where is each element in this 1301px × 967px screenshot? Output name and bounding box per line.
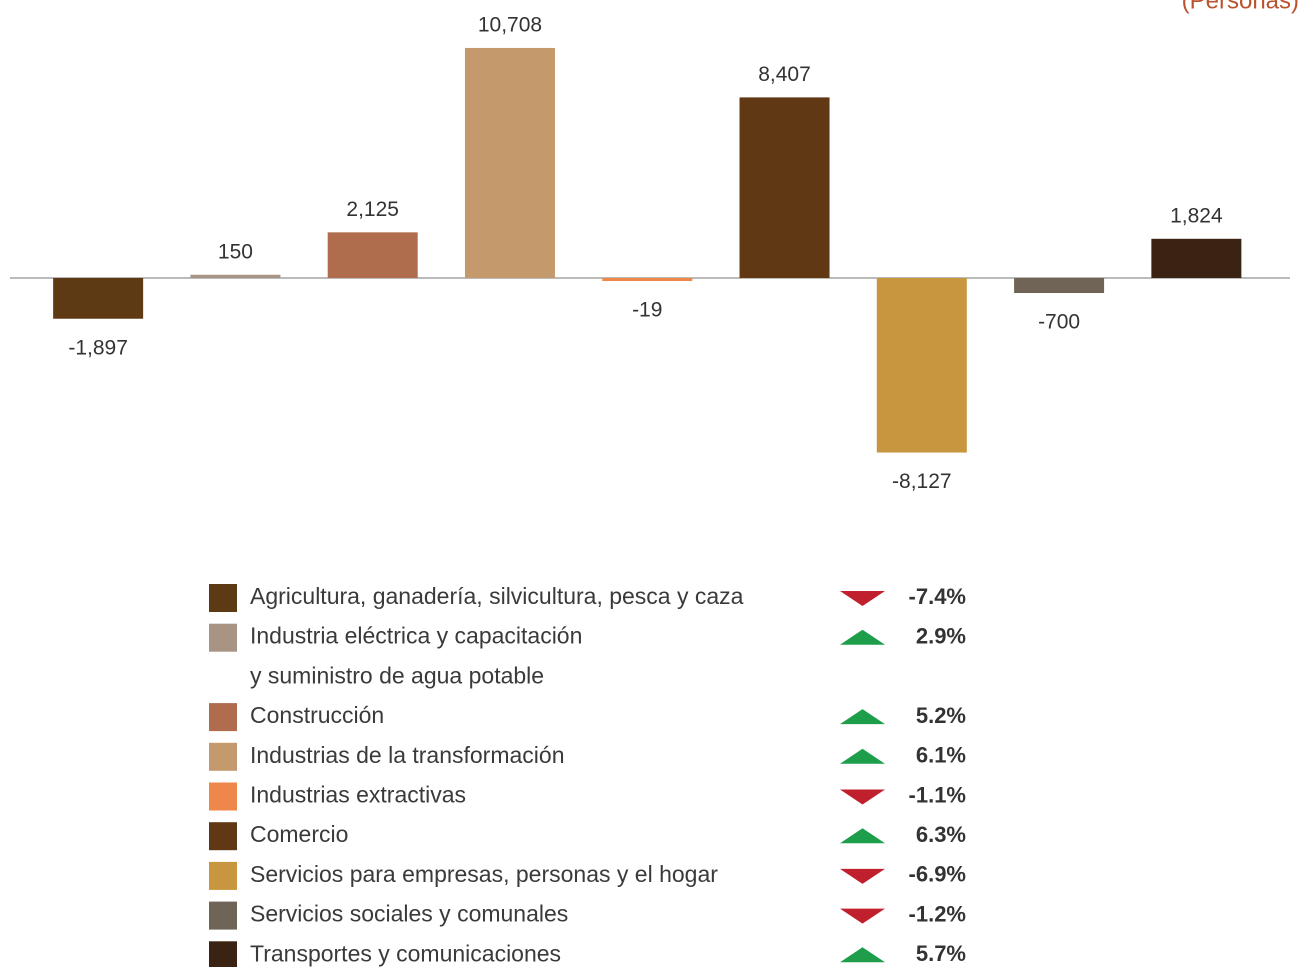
- change-label: -6.9%: [909, 862, 966, 887]
- change-label: 5.2%: [916, 703, 966, 728]
- legend-label: Construcción: [250, 702, 384, 728]
- legend-swatch: [209, 584, 237, 612]
- bar: [1151, 238, 1242, 278]
- legend-swatch: [209, 782, 237, 811]
- value-label: -700: [1038, 311, 1080, 334]
- chart-subtitle: (Personas): [1182, 0, 1299, 14]
- change-label: 2.9%: [916, 624, 966, 649]
- bar: [602, 277, 693, 281]
- bar: [876, 277, 967, 453]
- legend-label: Industrias de la transformación: [250, 742, 565, 768]
- change-label: 6.3%: [916, 822, 966, 847]
- legend-label: Comercio: [250, 821, 348, 847]
- legend-swatch: [209, 861, 237, 890]
- value-label: -1,897: [68, 336, 128, 359]
- bar: [464, 47, 555, 278]
- value-label: 10,708: [478, 14, 542, 37]
- legend-label: Servicios sociales y comunales: [250, 901, 568, 927]
- change-label: 6.1%: [916, 743, 966, 768]
- legend-swatch: [209, 703, 237, 732]
- arrow-down: [840, 908, 885, 924]
- arrow-up: [840, 828, 885, 844]
- change-label: -1.1%: [909, 782, 966, 807]
- arrow-up: [840, 709, 885, 725]
- arrow-down: [840, 868, 885, 884]
- value-label: 1,824: [1170, 204, 1223, 227]
- legend-label: Industrias extractivas: [250, 782, 466, 808]
- legend-label: Servicios para empresas, personas y el h…: [250, 861, 718, 887]
- legend-label: Agricultura, ganadería, silvicultura, pe…: [250, 583, 744, 609]
- bar: [53, 277, 144, 319]
- legend-swatch: [209, 742, 237, 771]
- value-label: 2,125: [346, 198, 399, 221]
- bar: [739, 97, 830, 278]
- change-label: 5.7%: [916, 941, 966, 966]
- value-label: -19: [632, 299, 662, 322]
- value-label: -8,127: [892, 470, 952, 493]
- change-label: -1.2%: [909, 901, 966, 926]
- bar: [190, 274, 281, 278]
- legend-swatch: [209, 623, 237, 652]
- legend-swatch: [209, 941, 237, 967]
- arrow-up: [840, 748, 885, 764]
- arrow-up: [840, 629, 885, 645]
- bar: [1014, 277, 1105, 294]
- legend-swatch: [209, 822, 237, 851]
- legend-label: Industria eléctrica y capacitación y sumi…: [250, 623, 582, 689]
- change-label: -7.4%: [909, 584, 966, 609]
- value-label: 150: [218, 240, 253, 263]
- arrow-down: [840, 789, 885, 805]
- legend-swatch: [209, 901, 237, 930]
- legend-label: Transportes y comunicaciones: [250, 940, 561, 966]
- arrow-up: [840, 947, 885, 963]
- value-label: 8,407: [758, 63, 811, 86]
- arrow-down: [840, 591, 885, 606]
- bar: [327, 232, 418, 278]
